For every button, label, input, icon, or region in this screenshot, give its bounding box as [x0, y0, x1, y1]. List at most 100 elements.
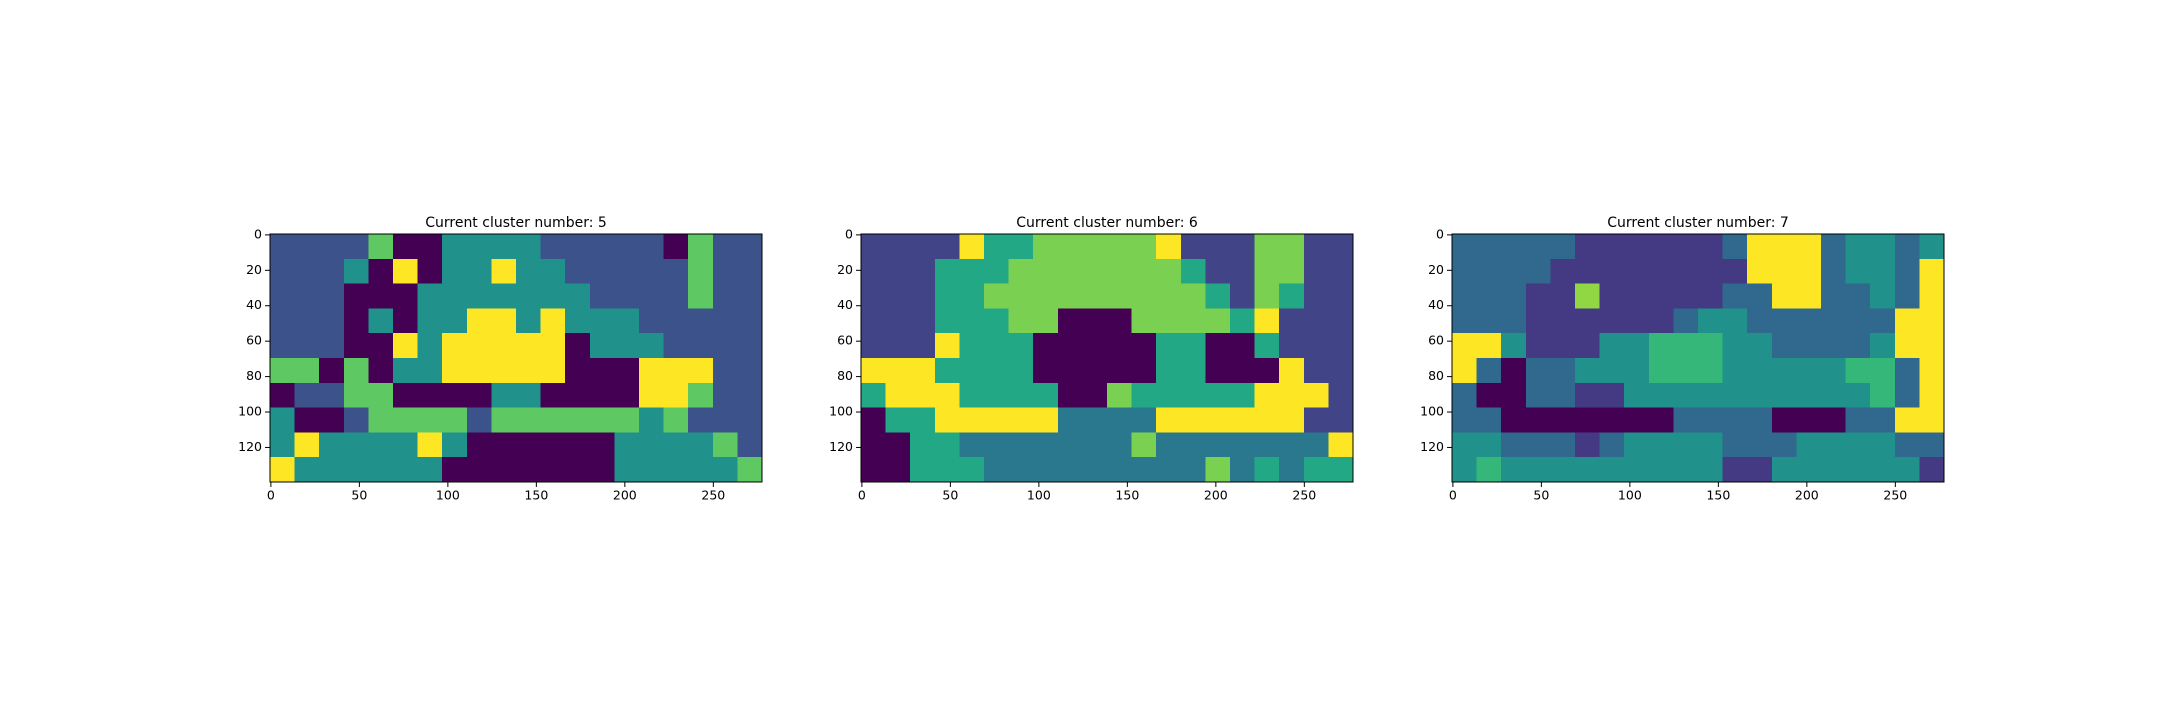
heatmap-cell [1180, 234, 1206, 260]
panel: 0 50 100 150 200 250 0 20 40 60 80 100 120 Current cl… [829, 215, 1354, 503]
heatmap-cell [1525, 234, 1551, 260]
heatmap-cell [1624, 358, 1650, 384]
heatmap-cell [984, 308, 1010, 334]
heatmap-cell [910, 382, 936, 409]
heatmap-cell [663, 283, 689, 309]
heatmap-cell [1870, 457, 1896, 483]
y-tick-label: 0 [845, 226, 853, 241]
heatmap-cell [885, 283, 911, 309]
heatmap-cell [466, 457, 492, 483]
heatmap-cell [1107, 432, 1133, 458]
heatmap-cell [1107, 234, 1133, 260]
heatmap-cell [1057, 407, 1083, 433]
heatmap-cell [1894, 382, 1920, 409]
heatmap-cell [1525, 358, 1551, 384]
heatmap-cell [663, 258, 689, 285]
heatmap-cell [1796, 308, 1822, 334]
heatmap-cell [1205, 457, 1231, 483]
heatmap-cell [565, 308, 591, 334]
heatmap-cell [1673, 358, 1699, 384]
heatmap-cell [1501, 234, 1527, 260]
heatmap-cell [1575, 457, 1601, 483]
heatmap-cell [1254, 234, 1280, 260]
heatmap-cell [1501, 382, 1527, 409]
heatmap-cell [1476, 358, 1502, 384]
heatmap-cell [663, 432, 689, 458]
heatmap-cell [1550, 333, 1576, 359]
heatmap-cell [934, 432, 960, 458]
x-tick-label: 250 [701, 488, 725, 503]
heatmap-cell [1180, 308, 1206, 334]
heatmap-cell [1599, 258, 1625, 285]
heatmap-cell [934, 382, 960, 409]
heatmap-cell [294, 407, 320, 433]
heatmap-cell [1501, 333, 1527, 359]
heatmap-cell [1279, 333, 1305, 359]
heatmap-cell [1082, 407, 1108, 433]
heatmap-cell [1033, 333, 1059, 359]
heatmap-cell [1919, 457, 1945, 483]
heatmap-cell [1870, 358, 1896, 384]
heatmap-cell [1131, 432, 1157, 458]
heatmap-cell [1673, 457, 1699, 483]
heatmap-cell [1771, 382, 1797, 409]
heatmap-cell [319, 258, 345, 285]
heatmap-cell [1254, 308, 1280, 334]
heatmap-cell [1870, 333, 1896, 359]
x-tick-label: 150 [1115, 488, 1139, 503]
heatmap-cell [294, 333, 320, 359]
heatmap-cell [589, 308, 615, 334]
heatmap-cell [1131, 333, 1157, 359]
heatmap-cell [1919, 234, 1945, 260]
heatmap-cell [1082, 308, 1108, 334]
heatmap-cell [1452, 283, 1478, 309]
heatmap-cell [368, 308, 394, 334]
heatmap-cell [1501, 283, 1527, 309]
heatmap-cell [393, 283, 419, 309]
heatmap-cell [1722, 258, 1748, 285]
heatmap-cell [1328, 258, 1354, 285]
heatmap-cell [959, 308, 985, 334]
heatmap-cell [1624, 432, 1650, 458]
heatmap-cell [1033, 358, 1059, 384]
heatmap-cell [516, 382, 542, 409]
heatmap-cell [1624, 407, 1650, 433]
heatmap-cell [1821, 358, 1847, 384]
heatmap-cell [1894, 457, 1920, 483]
heatmap-cell [417, 407, 443, 433]
y-tick-label: 80 [246, 368, 262, 383]
heatmap-cell [1747, 358, 1773, 384]
heatmap-cell [663, 333, 689, 359]
heatmap-cell [663, 407, 689, 433]
heatmap-cell [737, 258, 763, 285]
x-tick-label: 200 [1795, 488, 1819, 503]
heatmap-cell [1279, 358, 1305, 384]
heatmap-cell [1328, 283, 1354, 309]
heatmap-cell [1107, 333, 1133, 359]
heatmap-cell [984, 358, 1010, 384]
heatmap-cell [885, 308, 911, 334]
heatmap-cell [712, 358, 738, 384]
heatmap-cell [1550, 382, 1576, 409]
heatmap-cell [319, 358, 345, 384]
heatmap-cell [1156, 382, 1182, 409]
heatmap-cell [1648, 234, 1674, 260]
heatmap-cell [491, 234, 517, 260]
heatmap-cell [540, 382, 566, 409]
heatmap-cell [466, 234, 492, 260]
heatmap-cell [540, 407, 566, 433]
heatmap-cell [294, 457, 320, 483]
heatmap-cell [1722, 283, 1748, 309]
heatmap-cell [1698, 283, 1724, 309]
heatmap-cell [417, 382, 443, 409]
y-tick-label: 120 [238, 439, 262, 454]
heatmap-cell [1919, 283, 1945, 309]
heatmap-cell [1107, 382, 1133, 409]
heatmap-cell [1796, 457, 1822, 483]
heatmap-cell [491, 283, 517, 309]
heatmap-cell [516, 457, 542, 483]
heatmap-cell [1033, 457, 1059, 483]
heatmap-cell [1747, 382, 1773, 409]
heatmap-cell [1550, 457, 1576, 483]
heatmap-cell [1796, 283, 1822, 309]
